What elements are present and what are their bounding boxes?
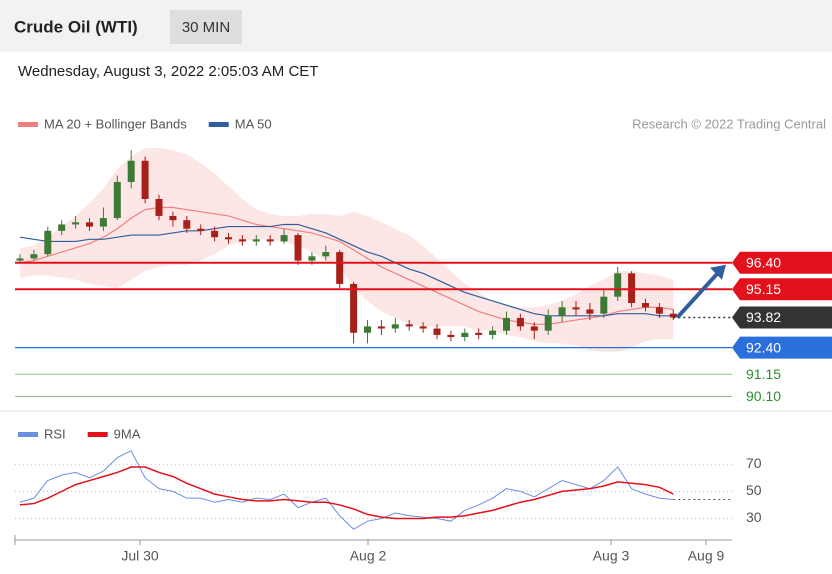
y-tick-label: 50 bbox=[746, 482, 762, 498]
candle-body bbox=[530, 326, 538, 331]
candle-body bbox=[669, 313, 677, 318]
candle-body bbox=[72, 222, 80, 225]
level-label: 95.15 bbox=[746, 281, 781, 297]
ma-line bbox=[19, 206, 674, 325]
legend-swatch bbox=[18, 122, 38, 127]
credit: Research © 2022 Trading Central bbox=[632, 116, 826, 131]
level-label: 96.40 bbox=[746, 254, 781, 270]
candle-body bbox=[600, 296, 608, 314]
legend-label: MA 20 + Bollinger Bands bbox=[44, 116, 187, 131]
x-tick-label: Aug 3 bbox=[593, 548, 630, 564]
candle-body bbox=[294, 235, 302, 261]
candle-body bbox=[113, 181, 121, 219]
level-label: 92.40 bbox=[746, 339, 781, 355]
level-label: 93.82 bbox=[746, 309, 781, 325]
legend-label: MA 50 bbox=[235, 116, 272, 131]
candle-body bbox=[127, 160, 135, 182]
legend-label: 9MA bbox=[114, 426, 141, 441]
level-box bbox=[732, 278, 832, 301]
candle-body bbox=[266, 239, 274, 242]
legend-label: RSI bbox=[44, 426, 66, 441]
y-tick-label: 30 bbox=[746, 509, 762, 525]
candle-body bbox=[461, 332, 469, 338]
candle-body bbox=[16, 258, 24, 261]
candle-body bbox=[447, 334, 455, 338]
candle-body bbox=[586, 309, 594, 314]
candle-body bbox=[141, 160, 149, 199]
bollinger-band bbox=[20, 148, 674, 352]
candle-body bbox=[544, 315, 552, 331]
x-tick-label: Aug 2 bbox=[350, 548, 387, 564]
interval-box[interactable] bbox=[170, 10, 242, 44]
candle-body bbox=[252, 239, 260, 242]
level-box bbox=[732, 336, 832, 359]
candle-body bbox=[280, 235, 288, 242]
candle-body bbox=[225, 237, 232, 240]
candle-body bbox=[475, 332, 483, 335]
timestamp: Wednesday, August 3, 2022 2:05:03 AM CET bbox=[18, 63, 318, 80]
candle-body bbox=[642, 303, 649, 308]
interval[interactable]: 30 MIN bbox=[182, 19, 230, 36]
candle-body bbox=[419, 326, 427, 329]
level-label: 91.15 bbox=[746, 366, 781, 382]
header-bar bbox=[0, 0, 832, 52]
candle-body bbox=[197, 228, 205, 231]
legend-swatch bbox=[208, 122, 229, 127]
candle-body bbox=[99, 218, 107, 227]
candle-body bbox=[391, 324, 399, 329]
candle-body bbox=[183, 220, 191, 229]
level-box bbox=[732, 251, 832, 274]
y-tick-label: 70 bbox=[746, 455, 762, 471]
x-tick-label: Aug 9 bbox=[688, 548, 725, 564]
level-label: 90.10 bbox=[746, 388, 781, 404]
candle-body bbox=[44, 230, 52, 255]
candle-body bbox=[86, 222, 93, 227]
forecast-arrowhead bbox=[710, 264, 726, 280]
x-tick-label: Jul 30 bbox=[121, 548, 159, 564]
candle-body bbox=[489, 330, 497, 335]
legend-swatch bbox=[18, 432, 38, 437]
candle-body bbox=[350, 283, 358, 333]
candle-body bbox=[628, 273, 636, 304]
candle-body bbox=[614, 273, 622, 297]
candle-body bbox=[364, 326, 371, 333]
legend-swatch bbox=[87, 432, 108, 437]
candle-body bbox=[405, 324, 413, 327]
rsi-line bbox=[19, 466, 674, 520]
candle-body bbox=[169, 215, 177, 221]
candle-body bbox=[336, 252, 344, 284]
candle-body bbox=[433, 328, 441, 335]
rsi-line bbox=[19, 450, 674, 530]
forecast-arrow bbox=[675, 269, 722, 319]
candle-body bbox=[516, 317, 524, 327]
candle-body bbox=[655, 307, 663, 314]
candle-body bbox=[503, 317, 510, 331]
candle-body bbox=[572, 307, 580, 310]
candle-body bbox=[558, 307, 566, 316]
candle-body bbox=[238, 239, 246, 242]
candle-body bbox=[377, 326, 385, 329]
candle-body bbox=[155, 198, 163, 216]
candle-body bbox=[211, 230, 219, 238]
candle-body bbox=[308, 256, 316, 261]
level-box bbox=[732, 306, 832, 329]
candle-body bbox=[58, 224, 66, 231]
candle-body bbox=[30, 254, 38, 259]
title: Crude Oil (WTI) bbox=[14, 17, 138, 36]
candle-body bbox=[322, 252, 330, 257]
